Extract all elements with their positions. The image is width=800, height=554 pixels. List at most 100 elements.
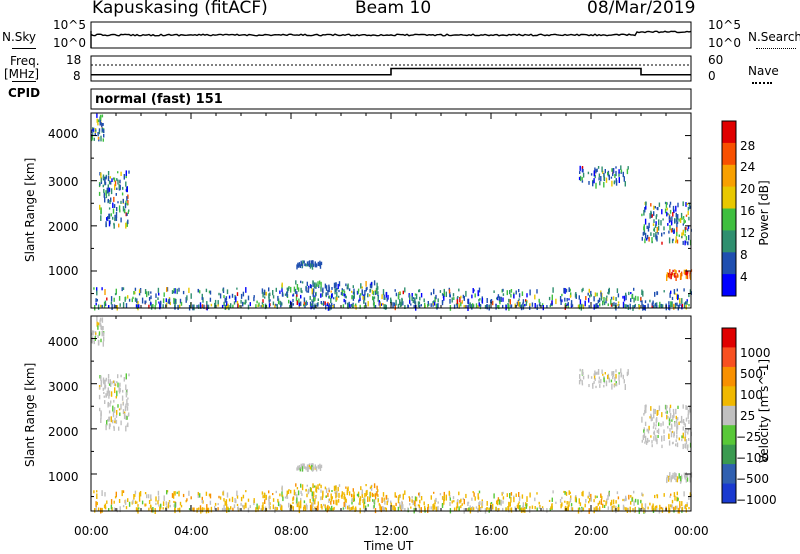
power-scatter-point <box>343 290 346 294</box>
power-scatter-point <box>655 234 657 240</box>
power-scatter-point <box>162 304 164 308</box>
power-scatter-point <box>359 295 361 298</box>
velocity-scatter-point <box>97 507 100 512</box>
velocity-scatter-point <box>174 502 176 508</box>
power-scatter-point <box>372 296 374 301</box>
power-scatter-point <box>214 302 216 309</box>
power-scatter-point <box>382 289 385 296</box>
power-scatter-point <box>145 300 147 303</box>
power-scatter-point <box>502 304 504 308</box>
velocity-scatter-point <box>104 506 107 510</box>
power-scatter-point <box>148 304 150 309</box>
power-colorbar-swatch <box>722 230 736 253</box>
velocity-scatter-point <box>668 433 670 439</box>
power-scatter-point <box>118 205 121 211</box>
velocity-scatter-point <box>105 393 107 398</box>
velocity-scatter-point <box>644 441 646 444</box>
velocity-scatter-point <box>262 502 264 508</box>
velocity-scatter-point <box>298 465 301 468</box>
power-scatter-point <box>224 297 226 303</box>
velocity-scatter-point <box>169 504 171 508</box>
power-scatter-point <box>681 303 684 308</box>
power-scatter-point <box>612 168 614 174</box>
velocity-scatter-point <box>113 399 115 403</box>
velocity-scatter-point <box>648 425 650 431</box>
power-scatter-point <box>119 209 121 213</box>
velocity-scatter-point <box>226 504 228 510</box>
velocity-scatter-point <box>127 403 129 406</box>
velocity-scatter-point <box>644 421 647 426</box>
velocity-scatter-point <box>166 490 168 495</box>
velocity-scatter-point <box>236 503 239 506</box>
power-scatter-point <box>641 236 643 241</box>
power-scatter-point <box>315 282 317 288</box>
velocity-scatter-point <box>610 502 612 506</box>
velocity-colorbar-swatch <box>722 328 736 348</box>
velocity-scatter-point <box>668 477 670 481</box>
power-scatter-point <box>689 205 691 209</box>
velocity-scatter-point <box>597 502 599 506</box>
velocity-scatter-point <box>382 506 384 511</box>
power-scatter-point <box>516 301 519 306</box>
power-scatter-point <box>605 177 608 183</box>
velocity-scatter-point <box>456 502 459 509</box>
velocity-scatter-point <box>457 499 459 504</box>
velocity-scatter-point <box>384 507 387 510</box>
velocity-scatter-point <box>315 495 317 498</box>
velocity-scatter-point <box>678 421 680 425</box>
velocity-scatter-point <box>538 506 541 509</box>
power-scatter-point <box>121 192 124 196</box>
power-scatter-point <box>314 303 316 309</box>
power-scatter-point <box>120 217 122 223</box>
power-scatter-point <box>121 287 123 292</box>
velocity-scatter-point <box>595 385 597 389</box>
power-scatter-point <box>627 166 629 170</box>
power-colorbar-swatch <box>722 252 736 275</box>
velocity-scatter-point <box>593 507 595 514</box>
power-scatter-point <box>688 304 690 307</box>
velocity-scatter-point <box>133 494 135 500</box>
power-scatter-point <box>617 293 620 298</box>
velocity-scatter-point <box>681 439 683 442</box>
power-scatter-point <box>298 298 300 304</box>
power-scatter-point <box>458 288 460 292</box>
power-scatter-point <box>96 290 98 296</box>
velocity-scatter-point <box>584 503 586 508</box>
velocity-cbar-tick-25: 25 <box>740 409 756 423</box>
velocity-scatter-point <box>117 374 119 379</box>
power-scatter-point <box>305 286 307 292</box>
power-scatter-point <box>469 302 471 306</box>
power-scatter-point <box>651 237 653 243</box>
power-scatter-point <box>357 288 360 292</box>
velocity-scatter-point <box>663 435 665 441</box>
velocity-scatter-point <box>407 507 409 511</box>
velocity-scatter-point <box>652 505 654 511</box>
power-scatter-point <box>131 298 133 303</box>
power-scatter-point <box>538 303 541 307</box>
power-scatter-point <box>104 289 106 295</box>
velocity-scatter-point <box>122 490 125 493</box>
power-scatter-point <box>305 263 307 267</box>
power-scatter-point <box>199 302 202 309</box>
power-scatter-point <box>106 217 108 221</box>
power-scatter-point <box>225 299 227 303</box>
power-scatter-point <box>593 296 595 302</box>
power-scatter-point <box>242 291 245 297</box>
velocity-scatter-point <box>676 422 678 429</box>
power-scatter-point <box>471 304 473 310</box>
velocity-scatter-point <box>522 502 525 509</box>
power-scatter-point <box>345 295 347 299</box>
power-scatter-point <box>122 287 125 290</box>
power-scatter-point <box>351 304 353 307</box>
velocity-scatter-point <box>571 507 574 512</box>
power-scatter-point <box>308 261 311 267</box>
velocity-scatter-point <box>328 487 330 490</box>
power-scatter-point <box>304 303 306 309</box>
velocity-scatter-point <box>223 504 225 511</box>
velocity-scatter-point <box>402 493 404 500</box>
power-scatter-point <box>414 297 416 301</box>
velocity-scatter-point <box>281 485 283 492</box>
velocity-scatter-point <box>661 444 663 449</box>
power-scatter-point <box>682 216 685 219</box>
velocity-scatter-point <box>458 491 460 496</box>
